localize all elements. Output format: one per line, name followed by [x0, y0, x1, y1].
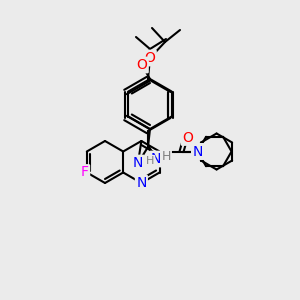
Text: N: N — [151, 152, 161, 166]
Text: O: O — [145, 51, 155, 65]
Text: H: H — [161, 151, 171, 164]
Text: N: N — [194, 145, 205, 158]
Text: N: N — [192, 145, 203, 158]
Text: N: N — [133, 156, 143, 170]
Text: F: F — [81, 166, 89, 179]
Text: H: H — [146, 156, 154, 166]
Text: O: O — [136, 58, 147, 72]
Text: N: N — [136, 176, 147, 190]
Text: O: O — [182, 130, 193, 145]
